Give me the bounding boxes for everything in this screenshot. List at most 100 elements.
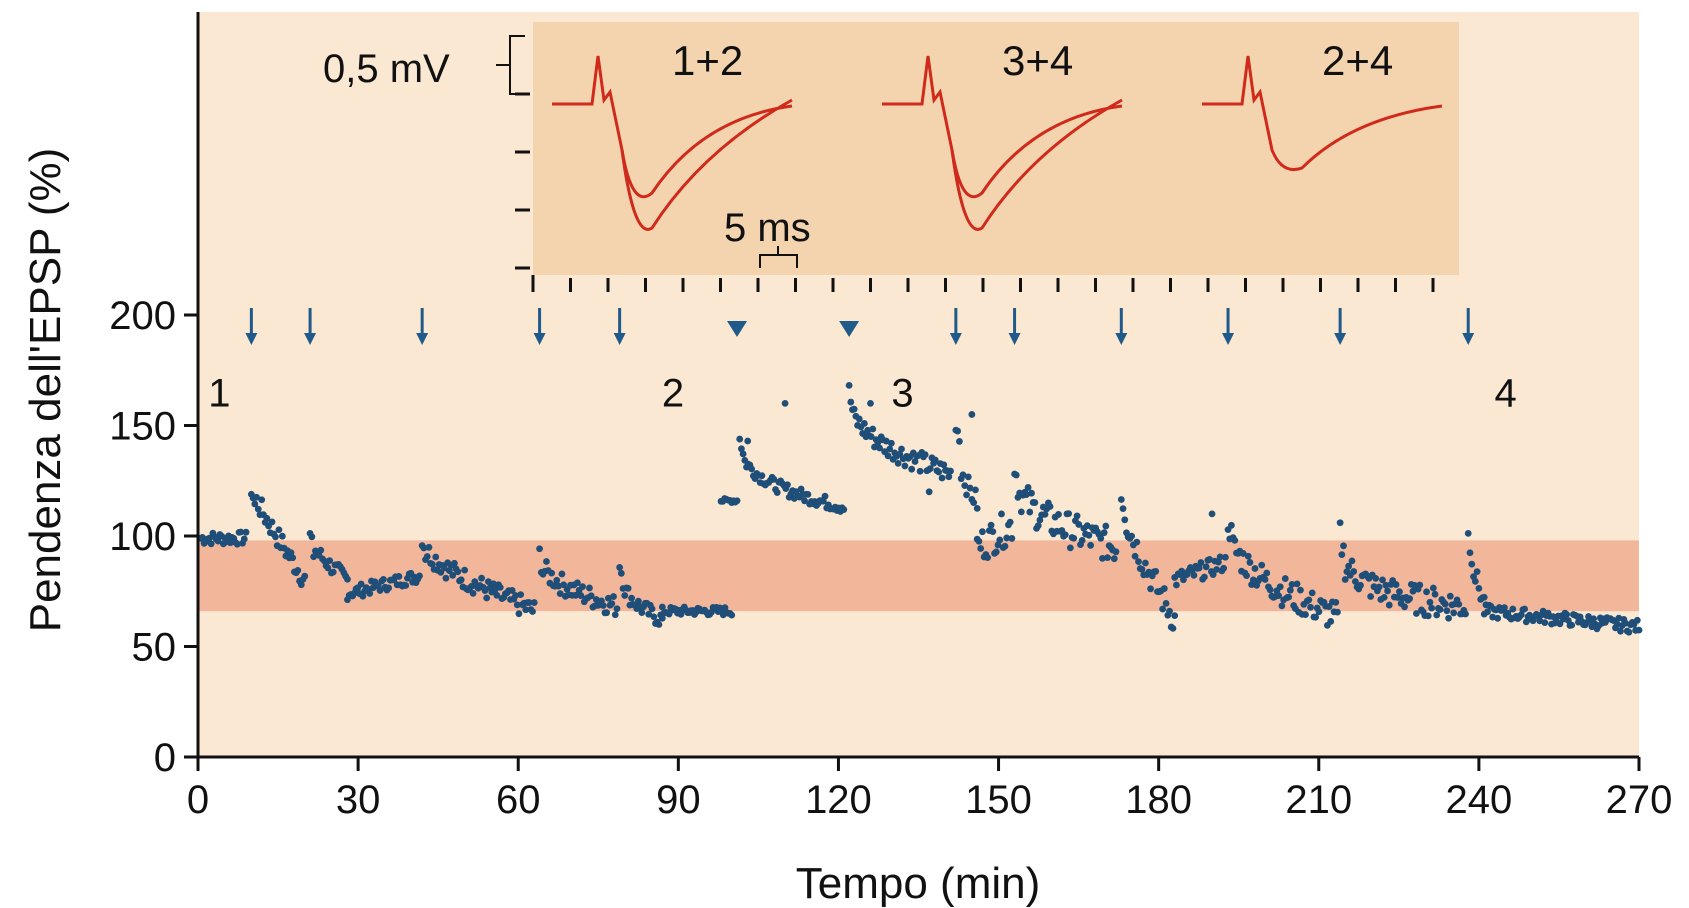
data-point <box>886 445 894 453</box>
phase-labels: 1 2 3 4 <box>208 371 1516 415</box>
y-tick-label: 200 <box>109 294 176 338</box>
data-point <box>1055 511 1062 518</box>
data-point <box>1028 489 1035 497</box>
data-point <box>860 420 868 427</box>
data-point <box>1147 585 1154 593</box>
data-point <box>1372 574 1380 582</box>
data-point <box>326 557 334 564</box>
data-point <box>968 411 976 418</box>
data-point <box>884 452 892 460</box>
data-point <box>329 568 337 576</box>
data-point <box>1455 600 1463 608</box>
data-point <box>380 575 387 583</box>
data-point <box>954 427 962 435</box>
data-point <box>357 580 365 588</box>
stimulus-arrowhead <box>533 333 546 345</box>
data-point <box>1521 605 1529 613</box>
data-point <box>294 566 302 574</box>
inset-trace-label: 1+2 <box>672 37 743 84</box>
data-point <box>894 459 902 467</box>
data-point <box>1336 519 1344 527</box>
data-point <box>758 472 766 480</box>
data-point <box>1031 499 1039 506</box>
data-point <box>1249 576 1257 584</box>
data-point <box>998 510 1005 518</box>
data-point <box>1501 604 1508 612</box>
data-point <box>432 553 440 561</box>
phase-label: 2 <box>662 371 684 415</box>
data-point <box>525 599 533 606</box>
data-point <box>972 486 979 494</box>
x-tick-label: 180 <box>1125 778 1192 822</box>
data-point <box>738 445 745 453</box>
data-point <box>1221 553 1229 561</box>
data-point <box>621 592 629 599</box>
stimulus-triangle <box>839 321 860 337</box>
data-point <box>242 528 250 536</box>
data-point <box>935 468 943 476</box>
data-points <box>197 381 1643 636</box>
data-point <box>611 611 619 619</box>
data-point <box>987 521 995 529</box>
data-point <box>310 553 318 561</box>
data-point <box>989 528 997 536</box>
data-point <box>613 605 621 613</box>
data-point <box>1266 586 1274 594</box>
data-point <box>617 569 625 577</box>
stimulus-arrowhead <box>245 333 258 345</box>
data-point <box>1307 603 1314 611</box>
data-point <box>1070 534 1078 542</box>
data-point <box>1180 576 1187 584</box>
data-point <box>992 548 1000 556</box>
x-tick-label: 120 <box>805 778 872 822</box>
data-point <box>1345 562 1353 570</box>
data-point <box>301 572 309 580</box>
data-point <box>658 603 666 611</box>
data-point <box>1348 557 1356 565</box>
data-point <box>1065 510 1073 518</box>
data-point <box>1445 614 1452 622</box>
data-point <box>1315 608 1323 616</box>
data-point <box>1206 556 1214 563</box>
data-point <box>624 584 632 592</box>
data-point <box>610 593 617 600</box>
data-point <box>308 533 316 541</box>
data-point <box>874 439 882 446</box>
data-point <box>253 493 260 501</box>
data-point <box>1423 588 1430 596</box>
data-point <box>1401 603 1408 611</box>
data-point <box>1213 566 1221 573</box>
data-point <box>1549 613 1557 620</box>
data-point <box>1475 584 1483 592</box>
data-point <box>921 451 929 458</box>
data-point <box>604 594 612 602</box>
data-point <box>496 583 504 591</box>
data-point <box>508 587 516 594</box>
data-point <box>728 611 736 619</box>
data-point <box>529 608 536 615</box>
data-point <box>645 610 653 618</box>
data-point <box>1484 608 1491 616</box>
data-point <box>648 605 656 613</box>
data-point <box>344 575 351 583</box>
data-point <box>263 514 271 522</box>
data-point <box>1001 542 1009 550</box>
data-point <box>1078 537 1086 544</box>
data-point <box>1436 606 1444 613</box>
data-point <box>876 444 883 452</box>
data-point <box>478 574 485 582</box>
data-point <box>1350 568 1358 575</box>
data-point <box>469 589 477 597</box>
y-tick-label: 100 <box>109 515 176 559</box>
data-point <box>1133 538 1141 546</box>
triangle-markers <box>727 321 860 337</box>
y-axis-label: Pendenza dell'EPSP (%) <box>21 148 70 633</box>
data-point <box>599 602 607 609</box>
data-point <box>1340 542 1347 550</box>
data-point <box>733 497 741 505</box>
data-point <box>1409 587 1417 595</box>
data-point <box>1216 553 1224 561</box>
data-point <box>655 621 663 628</box>
data-point <box>945 473 953 481</box>
data-point <box>1288 580 1296 588</box>
